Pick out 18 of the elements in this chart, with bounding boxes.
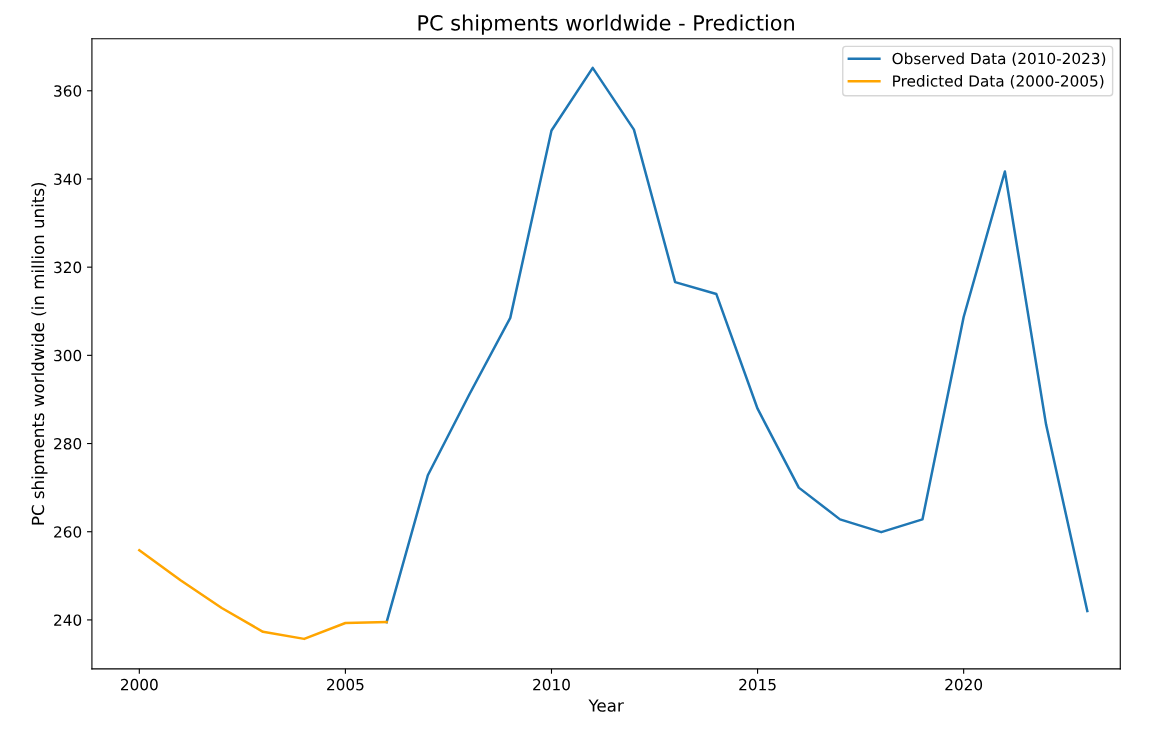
- y-axis-title: PC shipments worldwide (in million units): [31, 182, 48, 525]
- x-tick-label: 2015: [739, 678, 776, 691]
- y-tick-label: 300: [54, 349, 82, 362]
- x-tick-label: 2000: [121, 678, 158, 691]
- y-tick-label: 320: [54, 261, 82, 274]
- y-tick-label: 240: [54, 614, 82, 626]
- y-tick-label: 280: [54, 438, 82, 450]
- y-tick-label: 340: [54, 173, 82, 185]
- x-tick-label: 2010: [533, 678, 570, 691]
- x-axis-title: Year: [588, 699, 624, 712]
- y-tick-label: 360: [54, 85, 82, 97]
- line-series: [138, 549, 388, 641]
- x-tick-label: 2020: [945, 678, 983, 691]
- chart-title: PC shipments worldwide - Prediction: [418, 14, 794, 35]
- x-tick-label: 2005: [327, 678, 364, 691]
- legend-label: Observed Data (2010-2023): [892, 52, 1106, 67]
- y-tick-label: 260: [54, 526, 82, 538]
- legend-label: Predicted Data (2000-2005): [893, 74, 1104, 89]
